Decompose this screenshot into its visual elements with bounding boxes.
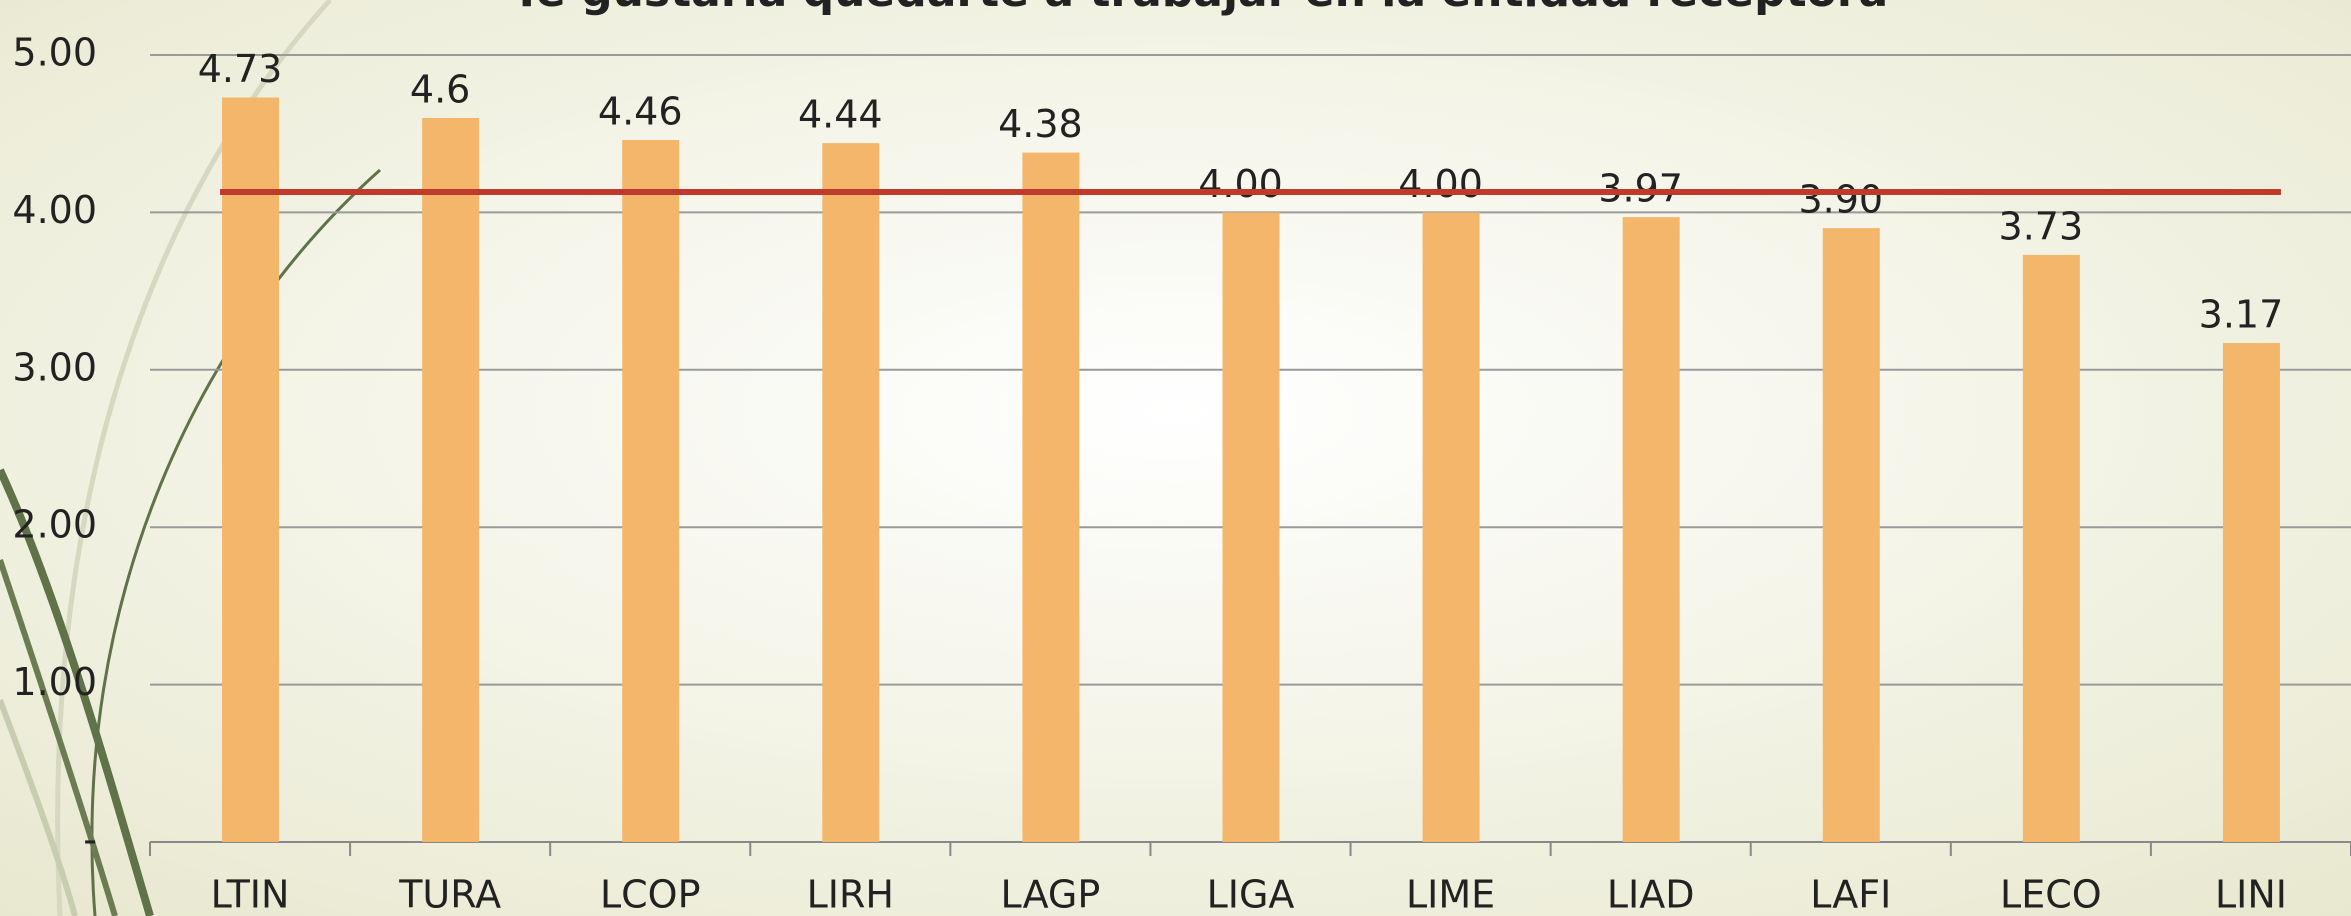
y-tick-label: 4.00 (12, 188, 97, 232)
bar (1222, 212, 1280, 842)
data-label: 4.44 (798, 93, 883, 137)
y-tick-label: 2.00 (12, 503, 97, 547)
x-tick-label: LAGP (1001, 873, 1101, 916)
x-tick-label: LECO (2000, 873, 2102, 916)
bar (622, 139, 680, 843)
data-label: 4.6 (410, 67, 470, 111)
y-tick-label: - (83, 818, 97, 862)
bar (422, 117, 480, 842)
data-label: 3.90 (1798, 178, 1883, 222)
data-label: 3.17 (2199, 293, 2284, 337)
data-label: 4.73 (198, 47, 283, 91)
bar (1422, 212, 1480, 842)
x-tick-label: LCOP (600, 873, 701, 916)
data-label: 4.38 (998, 102, 1083, 146)
data-label: 4.00 (1198, 162, 1283, 206)
bar (2022, 254, 2080, 842)
y-tick-label: 1.00 (12, 660, 97, 704)
data-label: 3.73 (1999, 204, 2084, 248)
bar (222, 97, 280, 843)
data-label: 3.97 (1598, 167, 1683, 211)
x-tick-label: LIME (1406, 873, 1495, 916)
data-label: 4.00 (1398, 162, 1483, 206)
y-tick-label: 5.00 (12, 31, 97, 75)
x-tick-label: TURA (398, 873, 501, 916)
x-tick-label: LTIN (211, 873, 290, 916)
data-label: 4.46 (598, 89, 683, 133)
x-tick-label: LINI (2215, 873, 2287, 916)
x-tick-label: LIGA (1207, 873, 1295, 916)
y-tick-label: 3.00 (12, 345, 97, 389)
x-tick-label: LAFI (1810, 873, 1891, 916)
bar (1822, 228, 1880, 842)
bar (1022, 152, 1080, 842)
chart-title: Te gustaría quedarte a trabajar en la en… (512, 0, 1888, 17)
x-tick-label: LIRH (807, 873, 894, 916)
decoration (0, 0, 381, 916)
bar (1622, 217, 1680, 842)
x-tick-label: LIAD (1607, 873, 1695, 916)
bar (2222, 343, 2280, 842)
bar (822, 143, 880, 843)
